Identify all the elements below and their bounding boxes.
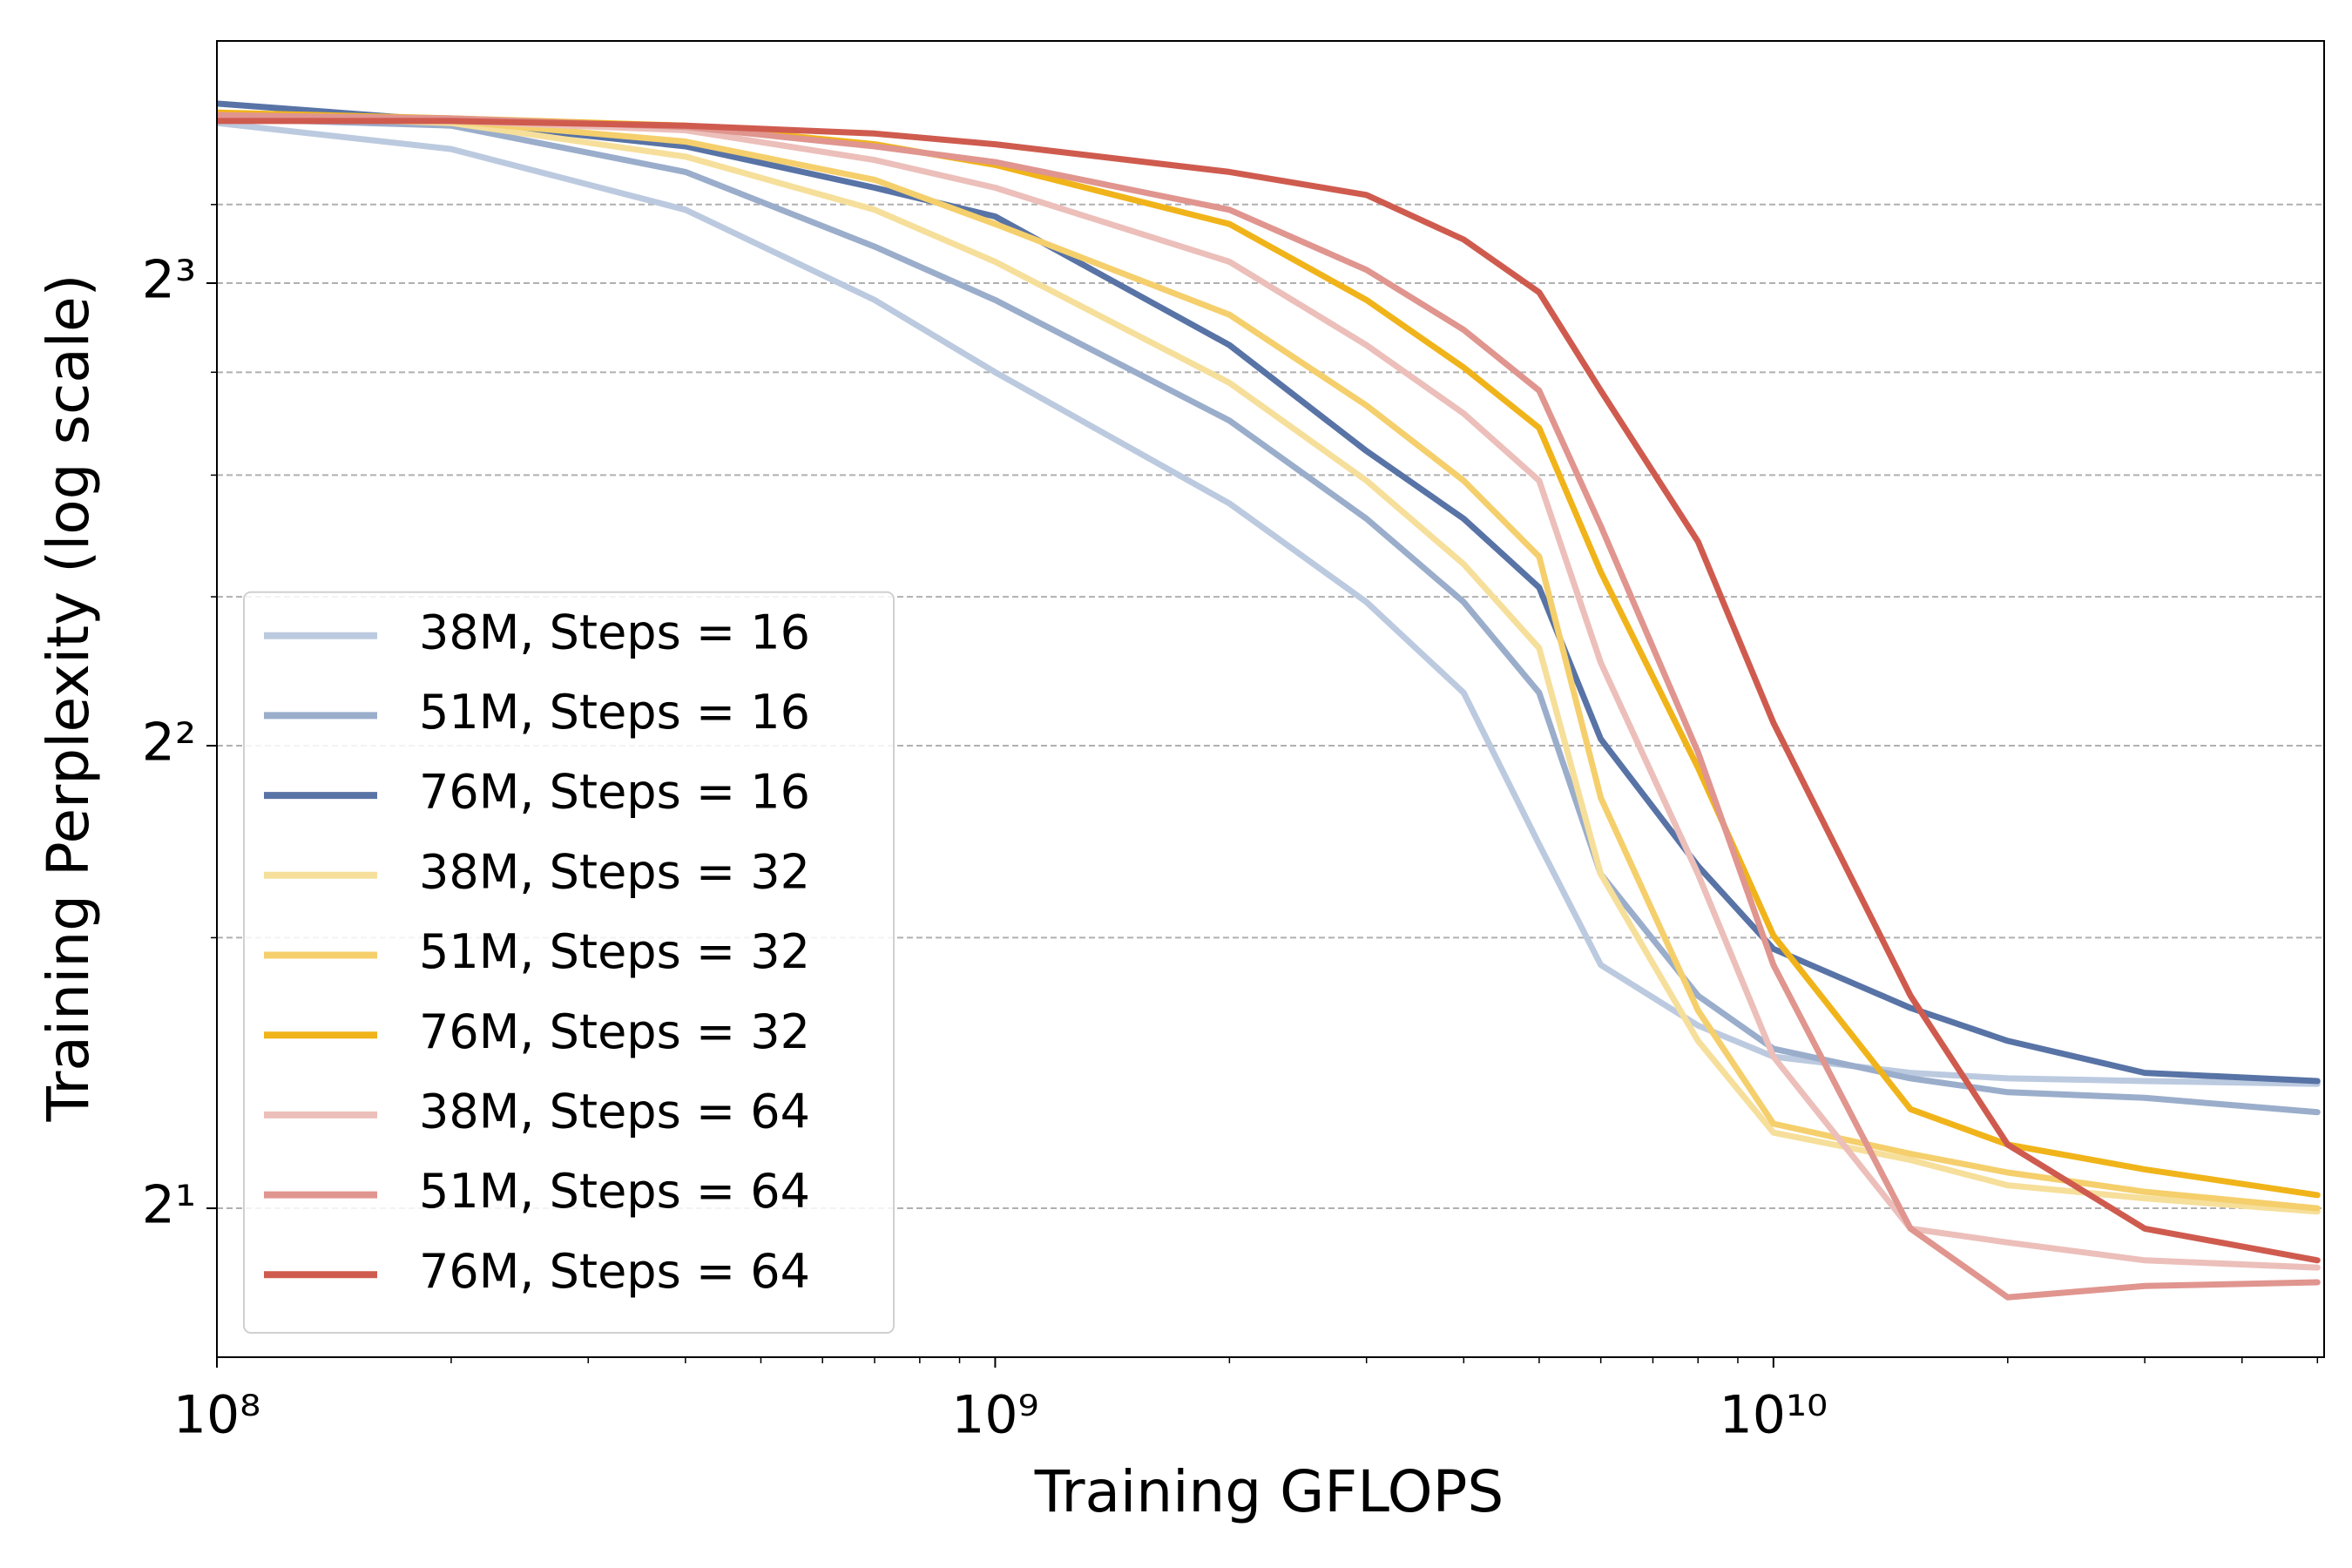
legend-label: 76M, Steps = 16 — [419, 765, 810, 820]
series-line — [217, 112, 2321, 1212]
legend-label: 38M, Steps = 16 — [419, 605, 810, 659]
x-axis-label: Training GFLOPS — [1034, 1458, 1504, 1525]
y-tick-label: 2² — [142, 713, 196, 774]
y-tick-label: 2³ — [142, 250, 196, 311]
series-line — [217, 118, 2321, 1264]
series-line — [217, 100, 2321, 1085]
plot-frame — [216, 40, 2325, 1358]
series-line — [217, 115, 2321, 1116]
legend-label: 51M, Steps = 64 — [419, 1164, 810, 1219]
y-axis-label: Training Perplexity (log scale) — [35, 274, 102, 1123]
series-line — [217, 112, 2321, 1301]
legend-box — [243, 591, 895, 1334]
y-tick-label: 2¹ — [142, 1175, 196, 1236]
legend-label: 38M, Steps = 32 — [419, 844, 810, 899]
x-tick-label: 10⁹ — [951, 1385, 1038, 1446]
legend-label: 76M, Steps = 64 — [419, 1244, 810, 1299]
x-tick-label: 10¹⁰ — [1720, 1385, 1828, 1446]
legend-label: 76M, Steps = 32 — [419, 1004, 810, 1059]
legend-label: 38M, Steps = 64 — [419, 1085, 810, 1139]
series-line — [217, 112, 2321, 1271]
series-line — [217, 112, 2321, 1215]
legend-label: 51M, Steps = 16 — [419, 685, 810, 740]
x-tick-label: 10⁸ — [173, 1385, 260, 1446]
legend-label: 51M, Steps = 32 — [419, 924, 810, 979]
